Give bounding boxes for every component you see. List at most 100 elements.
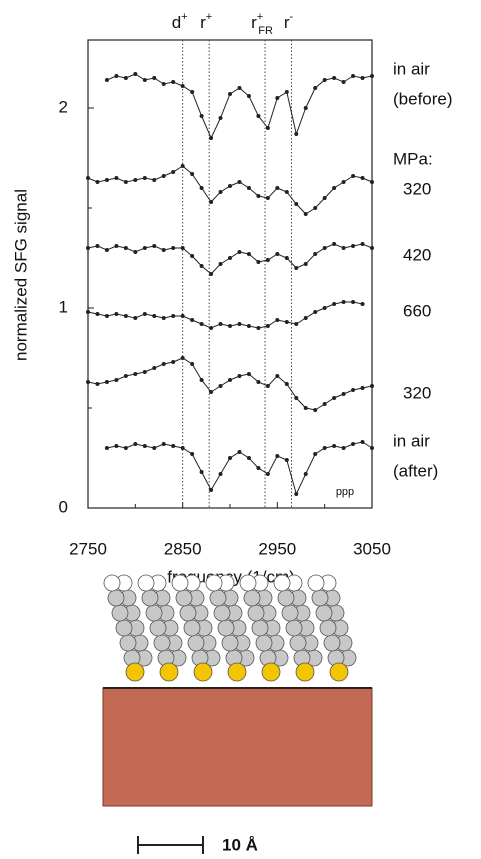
data-point <box>284 458 289 462</box>
data-point <box>360 176 365 180</box>
data-point <box>341 180 346 184</box>
data-point <box>104 78 109 82</box>
atom <box>175 589 193 607</box>
data-point <box>161 316 166 320</box>
data-point <box>360 302 365 306</box>
data-point <box>341 300 346 304</box>
data-point <box>114 244 119 248</box>
data-point <box>370 446 374 450</box>
data-point <box>313 252 318 256</box>
data-point <box>332 76 337 80</box>
data-point <box>142 176 147 180</box>
data-point <box>256 194 261 198</box>
atom <box>221 634 239 652</box>
atom <box>247 604 265 622</box>
data-point <box>190 452 195 456</box>
data-point <box>123 446 128 450</box>
sulfur-atom <box>329 662 349 682</box>
data-point <box>370 384 374 388</box>
series-label: (before) <box>393 89 453 108</box>
data-point <box>284 320 289 324</box>
data-point <box>351 300 356 304</box>
data-point <box>237 86 242 90</box>
data-point <box>332 444 337 448</box>
data-point <box>322 446 327 450</box>
data-point <box>360 386 365 390</box>
data-point <box>190 318 195 322</box>
scale-bar-label: 10 Å <box>222 835 258 854</box>
data-point <box>313 452 318 456</box>
data-point <box>313 310 318 314</box>
data-point <box>180 164 185 168</box>
data-point <box>218 322 223 326</box>
data-point <box>351 442 356 446</box>
data-point <box>114 444 119 448</box>
data-point <box>294 492 299 496</box>
data-point <box>180 356 185 360</box>
atom <box>111 604 129 622</box>
data-point <box>161 82 166 86</box>
monolayer-schematic: 10 Å <box>102 574 373 854</box>
series-label: in air <box>393 431 430 450</box>
data-point <box>209 488 214 492</box>
atom <box>183 619 201 637</box>
data-point <box>360 440 365 444</box>
atom <box>273 574 291 592</box>
data-point <box>104 446 109 450</box>
data-point <box>152 178 157 182</box>
data-point <box>142 312 147 316</box>
data-point <box>123 374 128 378</box>
data-point <box>218 116 223 120</box>
data-point <box>246 372 251 376</box>
substrate <box>102 687 373 807</box>
data-point <box>256 326 261 330</box>
atom <box>289 634 307 652</box>
data-point <box>351 174 356 178</box>
reference-sup: + <box>257 11 263 23</box>
spectrum-line <box>106 441 373 496</box>
data-point <box>265 324 270 328</box>
data-point <box>133 372 138 376</box>
atom <box>149 619 167 637</box>
data-point <box>246 186 251 190</box>
data-point <box>313 86 318 90</box>
sulfur-atom <box>125 662 145 682</box>
data-point <box>171 360 176 364</box>
data-point <box>303 262 308 266</box>
series-label: 420 <box>403 245 431 264</box>
data-point <box>294 266 299 270</box>
data-point <box>114 312 119 316</box>
reference-label: r- <box>284 11 294 33</box>
data-point <box>161 362 166 366</box>
atom <box>311 589 329 607</box>
data-point <box>95 312 100 316</box>
data-point <box>237 374 242 378</box>
data-point <box>133 442 138 446</box>
data-point <box>265 126 270 130</box>
data-point <box>133 316 138 320</box>
y-axis-label: normalized SFG signal <box>11 189 30 361</box>
data-point <box>341 246 346 250</box>
series-label: 320 <box>403 179 431 198</box>
data-point <box>199 470 204 474</box>
atom <box>137 574 155 592</box>
reference-symbol: r <box>200 13 206 32</box>
data-point <box>199 322 204 326</box>
data-point <box>152 314 157 318</box>
data-point <box>228 92 232 96</box>
data-point <box>152 446 157 450</box>
data-point <box>123 76 128 80</box>
atom <box>255 634 273 652</box>
data-point <box>142 78 147 82</box>
data-point <box>123 180 128 184</box>
data-point <box>190 172 195 176</box>
data-point <box>322 78 327 82</box>
data-point <box>114 176 119 180</box>
sulfur-atom <box>193 662 213 682</box>
y-tick-label: 0 <box>59 497 68 516</box>
atom <box>277 589 295 607</box>
atom <box>285 619 303 637</box>
data-point <box>171 246 176 250</box>
atom <box>213 604 231 622</box>
data-point <box>370 246 374 250</box>
